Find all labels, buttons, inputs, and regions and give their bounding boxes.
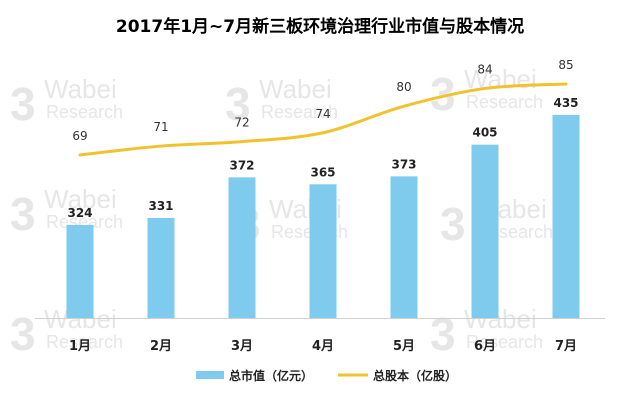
x-tick-7: 7月: [555, 339, 577, 354]
watermark-brand: Wabei: [259, 74, 332, 104]
bar-2: [147, 217, 175, 318]
bar-label-7: 435: [553, 96, 578, 110]
x-tick-2: 2月: [150, 339, 172, 354]
watermark-sub: Research: [46, 332, 123, 352]
watermark-sub: Research: [466, 332, 543, 352]
line-label-1: 69: [72, 129, 87, 143]
watermark-sub: Research: [261, 102, 338, 122]
legend-label-bar: 总市值（亿元）: [229, 368, 313, 383]
watermark-sub: Research: [46, 102, 123, 122]
x-tick-6: 6月: [474, 339, 496, 354]
legend-label-line: 总股本（亿股）: [373, 368, 457, 383]
line-label-6: 84: [477, 62, 492, 76]
bar-label-1: 324: [67, 206, 92, 220]
watermark-logo: 3: [430, 308, 456, 360]
bar-4: [309, 184, 337, 318]
x-tick-3: 3月: [231, 339, 253, 354]
x-tick-1: 1月: [69, 339, 91, 354]
x-tick-5: 5月: [393, 339, 415, 354]
bar-label-2: 331: [148, 199, 173, 213]
watermark-logo: 3: [225, 78, 251, 130]
bar-7: [552, 114, 580, 318]
watermark-brand: Wabei: [44, 74, 117, 104]
bar-6: [471, 144, 499, 318]
bar-label-5: 373: [391, 157, 416, 171]
line-label-3: 72: [234, 116, 249, 130]
bar-5: [390, 176, 418, 318]
legend: 总市值（亿元） 总股本（亿股）: [196, 368, 457, 383]
watermark-logo: 3: [440, 198, 466, 250]
watermark-logo: 3: [10, 188, 36, 240]
line-series: 69 71 72 74 80 84 85: [72, 58, 574, 157]
x-tick-4: 4月: [312, 339, 334, 354]
watermark-logo: 3: [10, 78, 36, 130]
bar-label-6: 405: [472, 126, 497, 140]
bar-label-4: 365: [310, 165, 335, 179]
line-label-2: 71: [153, 120, 168, 134]
line-label-4: 74: [315, 107, 330, 121]
bar-label-3: 372: [229, 158, 254, 172]
chart-title: 2017年1月~7月新三板环境治理行业市值与股本情况: [116, 16, 524, 37]
legend-swatch-bar: [196, 371, 224, 379]
line-label-5: 80: [396, 80, 411, 94]
bar-3: [228, 177, 256, 318]
line-path: [78, 82, 568, 157]
watermark-brand: Wabei: [44, 184, 117, 214]
bar-1: [66, 224, 94, 318]
line-label-7: 85: [558, 58, 573, 72]
watermark-logo: 3: [10, 308, 36, 360]
watermark-sub: Research: [466, 92, 543, 112]
watermark-sub: Research: [46, 212, 123, 232]
x-axis: 1月 2月 3月 4月 5月 6月 7月: [35, 318, 605, 354]
